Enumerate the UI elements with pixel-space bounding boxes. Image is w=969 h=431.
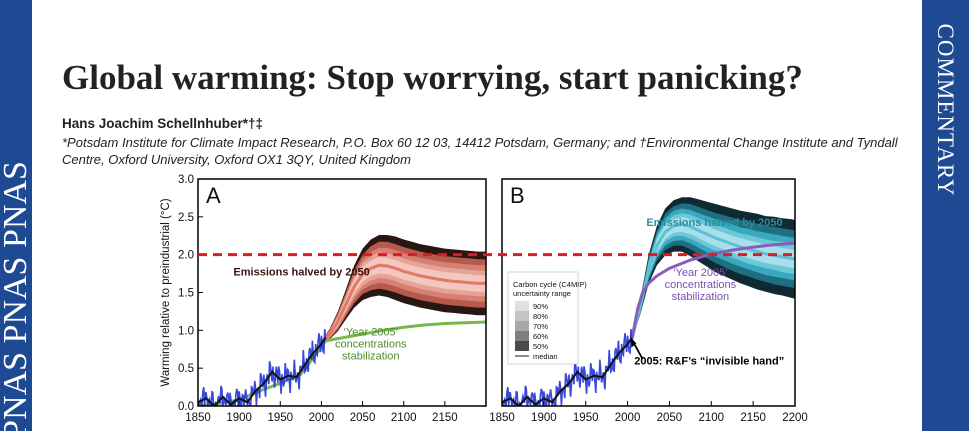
legend-swatch: [515, 341, 529, 351]
observed-record-line: [198, 329, 327, 406]
x-tick-label: 1900: [531, 412, 557, 424]
legend-entry: 90%: [533, 302, 548, 311]
x-tick-label: 2100: [698, 412, 724, 424]
y-tick-label: 2.5: [178, 212, 194, 224]
section-side-band: COMMENTARY: [922, 0, 969, 431]
x-tick-label: 1950: [573, 412, 599, 424]
legend-swatch: [515, 301, 529, 311]
median-line: [320, 263, 486, 343]
legend-swatch: [515, 331, 529, 341]
author-name: Hans Joachim Schellnhuber*†‡: [62, 116, 264, 131]
x-tick-label: 1850: [185, 412, 211, 424]
y-tick-label: 1.5: [178, 288, 194, 300]
legend-title-line: uncertainty range: [513, 289, 571, 298]
article-title: Global warming: Stop worrying, start pan…: [62, 58, 803, 97]
x-tick-label: 2000: [309, 412, 335, 424]
x-tick-label: 2050: [350, 412, 376, 424]
legend-entry: 70%: [533, 322, 548, 331]
x-tick-label: 2000: [615, 412, 641, 424]
y-tick-label: 3.0: [178, 174, 194, 186]
legend-title-line: Carbon cycle (C4MIP): [513, 280, 587, 289]
annotation-line: ‘Year 2005’: [343, 327, 398, 339]
x-tick-label: 2150: [740, 412, 766, 424]
y-tick-label: 0.0: [178, 401, 194, 413]
x-tick-label: 1850: [489, 412, 515, 424]
plot-frame: [501, 178, 796, 407]
annotation-emissions-halved: Emissions halved by 2050: [233, 266, 369, 278]
annotation-line: concentrations: [335, 339, 407, 351]
annotation-line: ‘Year 2005’: [673, 267, 728, 279]
plot-area: [198, 235, 486, 406]
x-tick-label: 2150: [432, 412, 458, 424]
uncertainty-band-50: [321, 256, 486, 342]
legend-entry: 60%: [533, 332, 548, 341]
stabilization-line: [198, 320, 486, 406]
legend-entry: 80%: [533, 312, 548, 321]
panel-label: B: [510, 183, 525, 208]
plot-area: [502, 197, 795, 406]
annotation-line: stabilization: [342, 351, 399, 363]
legend-swatch: [515, 321, 529, 331]
x-tick-label: 2200: [782, 412, 808, 424]
annotation-arrowhead: [630, 337, 637, 348]
x-tick-label: 2050: [657, 412, 683, 424]
legend-entry: 50%: [533, 342, 548, 351]
annotation-invisible-hand: 2005: R&F’s “invisible hand”: [634, 355, 784, 367]
uncertainty-legend: Carbon cycle (C4MIP)uncertainty range 90%…: [507, 271, 587, 365]
y-tick-label: 1.0: [178, 325, 194, 337]
y-tick-label: 2.0: [178, 250, 194, 262]
chart-panel-b: 1850 1900 1950 2000 2050 2100 2150 2200 B Emissio…: [489, 178, 808, 424]
panel-label: A: [206, 183, 221, 208]
legend-swatch: [515, 311, 529, 321]
journal-side-band: PNAS PNAS PNAS: [0, 0, 32, 431]
observed-smoothed-line: [502, 337, 633, 406]
x-tick-label: 1950: [267, 412, 293, 424]
legend-entry: median: [533, 352, 558, 361]
annotation-line: stabilization: [672, 291, 729, 303]
annotation-emissions-halved: Emissions halved by 2050: [646, 217, 782, 229]
stabilization-line: [630, 241, 795, 340]
chart-panel-a: 1850 1900 1950 2000 2050 2100 2150 A Emissions h…: [185, 178, 487, 424]
observed-smoothed-line: [198, 337, 327, 406]
x-tick-label: 1900: [226, 412, 252, 424]
y-tick-label: 0.5: [178, 363, 194, 375]
annotation-line: concentrations: [665, 279, 737, 291]
author-affiliation: *Potsdam Institute for Climate Impact Re…: [62, 135, 898, 167]
x-tick-label: 2100: [391, 412, 417, 424]
y-axis-label: Warming relative to preindustrial (°C): [160, 198, 172, 386]
